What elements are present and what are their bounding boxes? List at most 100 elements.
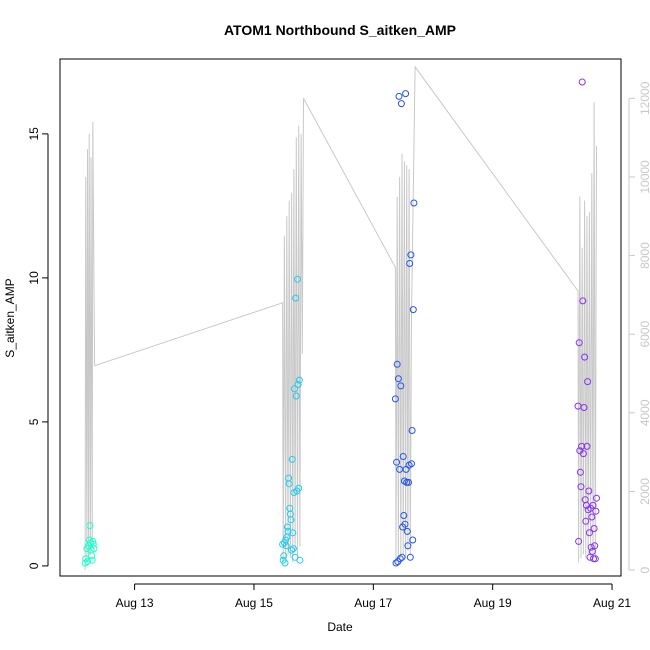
- data-point: [397, 100, 405, 108]
- x-axis-label: Date: [327, 620, 353, 634]
- data-point: [292, 392, 300, 400]
- data-point: [392, 559, 400, 567]
- data-point: [89, 540, 97, 548]
- data-point: [591, 555, 599, 563]
- data-point: [577, 483, 585, 491]
- data-point: [281, 559, 289, 567]
- data-point: [590, 525, 598, 532]
- data-point: [88, 552, 96, 560]
- y2-tick-label: 8000: [638, 242, 650, 269]
- data-point: [588, 548, 596, 555]
- data-point: [289, 545, 297, 553]
- data-point: [395, 92, 403, 100]
- secondary-line: [84, 65, 597, 571]
- data-point: [401, 520, 409, 528]
- data-point: [582, 517, 590, 525]
- data-point: [584, 378, 592, 386]
- plot-frame: [59, 58, 622, 577]
- data-point: [585, 529, 593, 537]
- data-point: [406, 553, 414, 561]
- data-point: [583, 442, 591, 450]
- data-point: [396, 555, 404, 563]
- data-point: [585, 487, 593, 495]
- data-point: [284, 527, 292, 535]
- data-point: [404, 542, 412, 550]
- data-point: [410, 199, 418, 207]
- data-point: [89, 537, 97, 545]
- data-point: [393, 458, 401, 466]
- data-point: [407, 251, 415, 259]
- data-point: [88, 556, 96, 564]
- data-point: [405, 478, 412, 486]
- data-point: [391, 395, 399, 403]
- point-series: [81, 78, 600, 567]
- data-point: [282, 542, 290, 550]
- data-point: [396, 465, 404, 473]
- data-point: [588, 513, 596, 521]
- data-point: [397, 382, 405, 390]
- data-point: [575, 339, 583, 347]
- data-point: [578, 78, 586, 86]
- data-point: [406, 260, 414, 267]
- data-point: [280, 552, 288, 560]
- data-point: [409, 306, 417, 314]
- data-point: [285, 480, 293, 488]
- data-point: [291, 385, 298, 393]
- data-point: [402, 90, 410, 98]
- series-group: [279, 275, 304, 567]
- y-tick-label: 0: [27, 562, 41, 569]
- data-point: [409, 536, 417, 544]
- data-point: [283, 523, 291, 531]
- data-point: [587, 543, 595, 551]
- axes: Aug 13 Aug 15 Aug 17 Aug 19 Aug 21 0 5 10 15 0 200…: [27, 81, 650, 610]
- data-point: [581, 353, 589, 361]
- data-point: [294, 381, 302, 388]
- y2-tick-label: 12000: [638, 81, 650, 115]
- data-point: [90, 545, 98, 553]
- y2-tick-label: 6000: [638, 321, 650, 348]
- data-point: [292, 294, 300, 302]
- y2-tick-label: 10000: [638, 160, 650, 194]
- y-tick-label: 10: [27, 271, 41, 285]
- data-point: [393, 360, 401, 368]
- data-point: [408, 427, 416, 434]
- data-point: [576, 468, 584, 476]
- data-point: [575, 537, 583, 545]
- y2-tick-label: 4000: [638, 399, 650, 426]
- data-point: [294, 275, 301, 283]
- series-group: [81, 522, 98, 567]
- data-point: [394, 375, 402, 383]
- data-point: [589, 501, 597, 509]
- data-point: [593, 494, 600, 502]
- y2-tick-label: 2000: [638, 478, 650, 505]
- x-tick-label: Aug 21: [593, 596, 631, 610]
- chart-title: ATOM1 Northbound S_aitken_AMP: [224, 22, 456, 38]
- data-point: [288, 546, 296, 554]
- data-point: [398, 553, 406, 561]
- data-point: [408, 460, 415, 468]
- data-point: [403, 527, 411, 535]
- y2-tick-label: 0: [638, 566, 650, 573]
- x-tick-label: Aug 13: [116, 596, 154, 610]
- data-point: [592, 507, 600, 515]
- x-tick-label: Aug 17: [354, 596, 392, 610]
- y-axis-label: S_aitken_AMP: [3, 278, 17, 357]
- x-tick-label: Aug 19: [474, 596, 512, 610]
- data-point: [287, 516, 295, 524]
- line-series: [84, 65, 597, 571]
- data-point: [399, 453, 407, 460]
- data-point: [579, 297, 587, 305]
- data-point: [295, 376, 303, 384]
- series-group: [574, 78, 600, 563]
- y-tick-label: 5: [27, 418, 41, 425]
- series-group: [391, 90, 418, 567]
- x-tick-label: Aug 15: [235, 596, 273, 610]
- data-point: [289, 529, 297, 537]
- data-point: [578, 442, 586, 450]
- y-tick-label: 15: [27, 127, 41, 141]
- data-point: [288, 455, 296, 463]
- data-point: [580, 404, 588, 411]
- data-point: [400, 512, 408, 519]
- data-point: [84, 558, 91, 566]
